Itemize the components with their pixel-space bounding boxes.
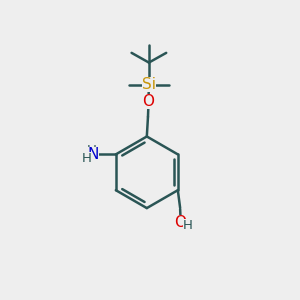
Text: H: H [87, 144, 97, 157]
Text: N: N [87, 147, 98, 162]
Text: O: O [142, 94, 154, 109]
Text: H: H [81, 152, 91, 165]
Text: O: O [175, 215, 187, 230]
Text: H: H [183, 219, 193, 232]
Text: Si: Si [142, 77, 156, 92]
